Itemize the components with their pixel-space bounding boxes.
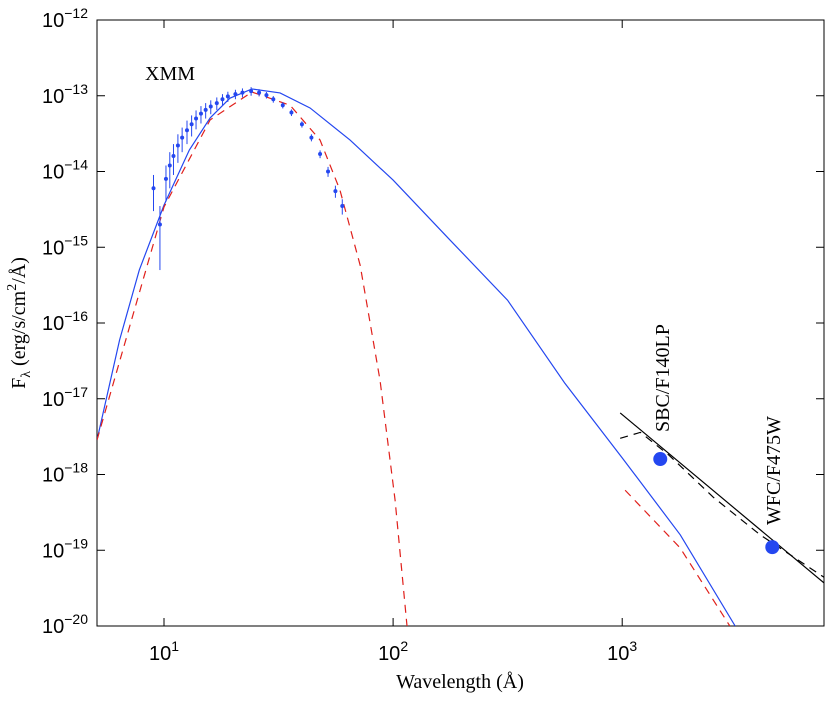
y-tick-label: 10−16 [42, 308, 88, 335]
data-point [208, 104, 213, 109]
photometry-point [653, 452, 668, 467]
data-point [249, 89, 254, 94]
series-line [619, 412, 824, 584]
data-point [271, 97, 276, 102]
data-point [163, 176, 168, 181]
data-point [340, 204, 345, 209]
series-line [97, 91, 731, 626]
y-tick-label: 10−12 [42, 5, 88, 32]
x-tick-label: 103 [607, 638, 637, 665]
data-point [257, 90, 262, 95]
y-tick-label: 10−14 [42, 157, 88, 184]
y-tick-label: 10−17 [42, 384, 88, 411]
data-point [198, 111, 203, 116]
data-point [289, 110, 294, 115]
data-point [225, 94, 230, 99]
x-tick-label: 102 [378, 638, 408, 665]
annotation: XMM [145, 63, 195, 85]
y-tick-label: 10−13 [42, 81, 88, 108]
y-tick-label: 10−18 [42, 460, 88, 487]
data-point [175, 143, 180, 148]
data-point [189, 122, 194, 127]
series-line [97, 88, 736, 626]
data-point [203, 107, 208, 112]
y-tick-label: 10−19 [42, 535, 88, 562]
data-point [240, 90, 245, 95]
data-point [171, 154, 176, 159]
data-point [280, 103, 285, 108]
data-point [264, 93, 269, 98]
y-axis-label: Fλ (erg/s/cm2/Å) [5, 257, 34, 389]
data-point [194, 116, 199, 121]
y-tick-label: 10−15 [42, 232, 88, 259]
annotation: WFC/F475W [763, 416, 785, 525]
data-point [157, 222, 162, 227]
series-line [620, 431, 824, 578]
data-point [184, 128, 189, 133]
data-point [167, 163, 172, 168]
annotation: SBC/F140LP [652, 324, 674, 432]
data-point [214, 101, 219, 106]
data-point [151, 186, 156, 191]
data-point [326, 169, 331, 174]
data-point [318, 152, 323, 157]
x-axis-label: Wavelength (Å) [396, 671, 524, 693]
data-point [309, 135, 314, 140]
x-tick-label: 101 [149, 638, 179, 665]
photometry-point [765, 540, 780, 555]
data-point [233, 92, 238, 97]
data-point [220, 97, 225, 102]
data-point [180, 135, 185, 140]
data-point [333, 189, 338, 194]
data-point [299, 122, 304, 127]
y-tick-label: 10−20 [42, 611, 88, 638]
